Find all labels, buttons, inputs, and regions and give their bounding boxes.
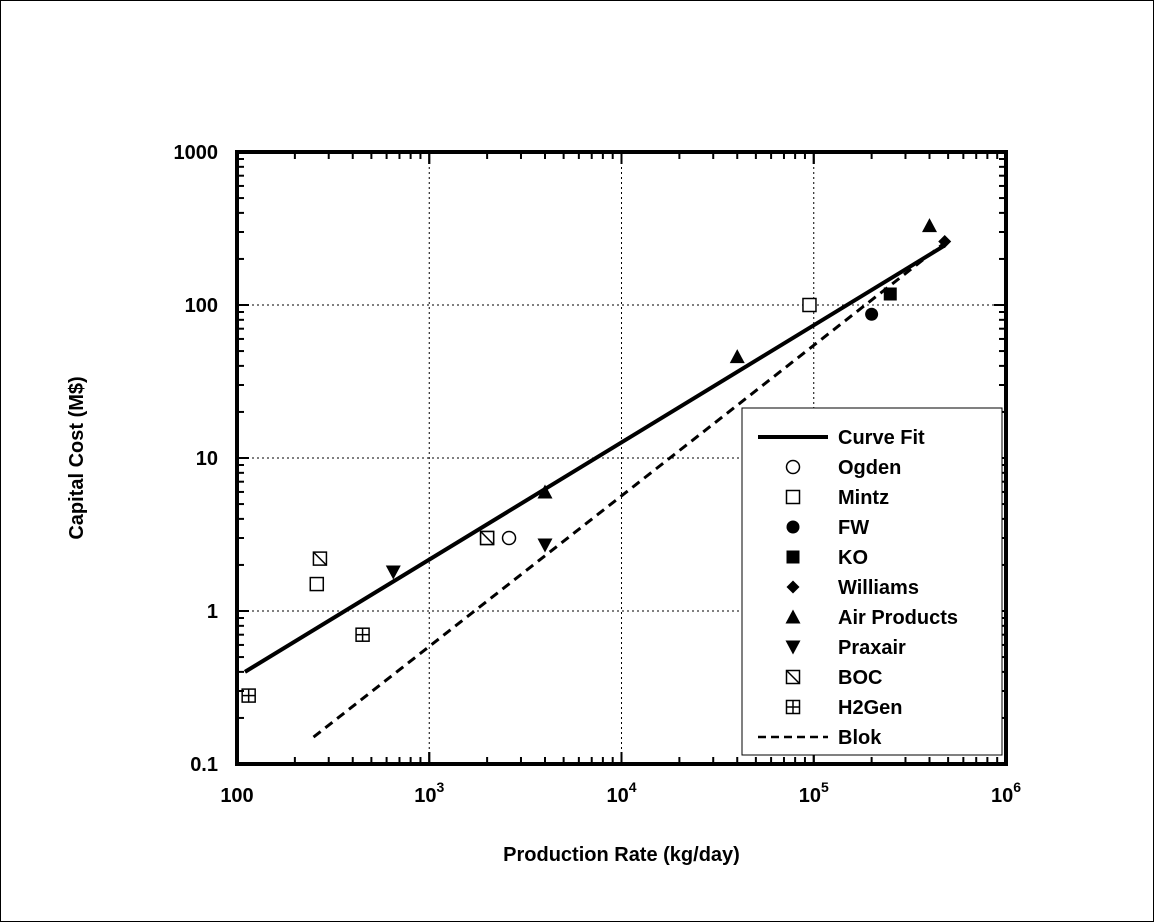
y-tick-label: 100: [185, 295, 218, 317]
legend-label: Ogden: [838, 457, 901, 479]
x-tick-exponent: 4: [629, 779, 637, 795]
legend-swatch: [786, 580, 800, 594]
x-tick-label: 106: [991, 779, 1021, 807]
h2gen-point: [355, 627, 370, 642]
legend-label: H2Gen: [838, 697, 902, 719]
y-tick-label: 0.1: [190, 754, 218, 776]
x-tick-label: 104: [606, 779, 636, 807]
legend-swatch: [785, 489, 801, 505]
x-tick-exponent: 5: [821, 779, 829, 795]
legend-item-fw: FW: [786, 517, 869, 539]
legend-item-blok: Blok: [758, 727, 882, 749]
legend-item-boc: BOC: [785, 667, 882, 689]
legend-label: KO: [838, 547, 868, 569]
legend-item-ko: KO: [786, 547, 868, 569]
y-axis-title: Capital Cost (M$): [66, 376, 88, 539]
mintz-point: [309, 576, 325, 592]
x-tick-exponent: 6: [1013, 779, 1021, 795]
y-tick-label: 10: [196, 448, 218, 470]
legend-item-curve-fit: Curve Fit: [758, 427, 925, 449]
ogden-point: [501, 530, 517, 546]
legend-label: Williams: [838, 577, 919, 599]
praxair-point: [385, 565, 401, 580]
ko-point: [883, 287, 897, 301]
legend-item-mintz: Mintz: [785, 487, 889, 509]
y-tick-label: 1: [207, 601, 218, 623]
x-tick-label: 100: [220, 785, 253, 807]
boc-point: [479, 530, 495, 546]
mintz-point: [802, 297, 817, 313]
legend-item-h2gen: H2Gen: [785, 697, 902, 719]
legend-item-williams: Williams: [786, 577, 919, 599]
x-tick-exponent: 3: [436, 779, 444, 795]
praxair-point: [537, 538, 553, 553]
curve-fit-line: [243, 243, 946, 674]
air-products-point: [537, 484, 553, 499]
legend-swatch: [785, 459, 801, 475]
legend-label: Air Products: [838, 607, 958, 629]
legend: Curve Fit Ogden Mintz FW KO Williams Air Produ…: [741, 407, 1003, 756]
plot-series: [241, 218, 952, 739]
boc-point: [312, 551, 328, 566]
air-products-point: [729, 349, 745, 364]
legend-label: Praxair: [838, 637, 906, 659]
legend-label: Mintz: [838, 487, 889, 509]
x-axis-title: Production Rate (kg/day): [503, 844, 740, 866]
blok-line: [312, 241, 946, 739]
x-tick-label: 105: [799, 779, 829, 807]
legend-swatch: [786, 520, 800, 534]
legend-label: Curve Fit: [838, 427, 925, 449]
legend-box: [741, 407, 1003, 756]
legend-label: BOC: [838, 667, 882, 689]
x-tick-label: 103: [414, 779, 444, 807]
legend-swatch: [785, 669, 801, 685]
fw-point: [865, 307, 879, 321]
legend-swatch: [785, 699, 801, 715]
legend-label: FW: [838, 517, 869, 539]
h2gen-point: [241, 688, 256, 703]
legend-swatch: [785, 640, 801, 655]
legend-item-praxair: Praxair: [785, 637, 906, 659]
legend-label: Blok: [838, 727, 882, 749]
legend-swatch: [786, 550, 800, 564]
legend-item-air-products: Air Products: [785, 607, 958, 629]
air-products-point: [921, 218, 937, 233]
legend-item-ogden: Ogden: [785, 457, 901, 479]
legend-swatch: [785, 609, 801, 624]
y-tick-label: 1000: [174, 142, 219, 164]
